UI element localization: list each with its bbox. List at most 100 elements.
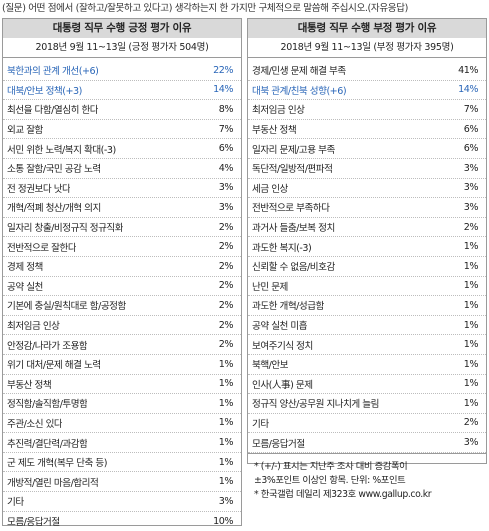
reason-row: 경제 정책 2%: [3, 257, 241, 277]
reason-label: 과도한 복지(-3): [252, 242, 312, 254]
reason-label: 부동산 정책: [7, 379, 52, 391]
reason-percent: 14%: [458, 84, 478, 96]
reason-label: 안정감/나라가 조용함: [7, 340, 88, 352]
reason-percent: 7%: [218, 123, 234, 135]
negative-reasons-list: 경제/민생 문제 해결 부족 41% 대북 관계/친북 성향(+6) 14% 최저임금 …: [248, 58, 486, 453]
reason-percent: 1%: [218, 378, 234, 390]
reason-label: 전반적으로 잘한다: [7, 242, 77, 254]
reason-label: 기본에 충실/원칙대로 함/공정함: [7, 301, 126, 313]
reason-label: 대북 관계/친북 성향(+6): [252, 85, 347, 97]
reason-percent: 41%: [458, 64, 478, 76]
reason-row: 정직함/솔직함/투명함 1%: [3, 394, 241, 414]
reason-row: 공약 실천 미흡 1%: [248, 316, 486, 336]
reason-percent: 2%: [218, 299, 234, 311]
reason-row: 위기 대처/문제 해결 노력 1%: [3, 355, 241, 375]
reason-label: 보여주기식 정치: [252, 340, 313, 352]
reason-percent: 10%: [213, 515, 233, 527]
reason-row: 신뢰할 수 없음/비호감 1%: [248, 257, 486, 277]
reason-label: 서민 위한 노력/복지 확대(-3): [7, 144, 116, 156]
negative-panel-title: 대통령 직무 수행 부정 평가 이유: [248, 19, 486, 38]
reason-label: 경제/민생 문제 해결 부족: [252, 66, 346, 78]
reason-percent: 6%: [218, 143, 234, 155]
reason-percent: 2%: [218, 241, 234, 253]
reason-percent: 7%: [463, 103, 479, 115]
reason-row: 공약 실천 2%: [3, 277, 241, 297]
reason-percent: 1%: [463, 299, 479, 311]
reason-label: 위기 대처/문제 해결 노력: [7, 360, 101, 372]
reason-label: 인사(人事) 문제: [252, 379, 313, 391]
reason-row: 세금 인상 3%: [248, 179, 486, 199]
reason-row: 정규직 양산/공무원 지나치게 늘림 1%: [248, 394, 486, 414]
reason-row: 과도한 개혁/성급함 1%: [248, 296, 486, 316]
reason-row: 주관/소신 있다 1%: [3, 414, 241, 434]
reason-row: 최선을 다함/열심히 한다 8%: [3, 100, 241, 120]
positive-reasons-panel: 대통령 직무 수행 긍정 평가 이유 2018년 9월 11~13일 (긍정 평…: [2, 18, 242, 529]
reason-percent: 1%: [463, 397, 479, 409]
reason-label: 기타: [252, 418, 269, 430]
reason-label: 독단적/일방적/편파적: [252, 164, 333, 176]
reason-row: 인사(人事) 문제 1%: [248, 375, 486, 395]
reason-percent: 8%: [218, 103, 234, 115]
reason-label: 외교 잘함: [7, 125, 43, 137]
reason-label: 군 제도 개혁(복무 단축 등): [7, 458, 107, 470]
reason-row: 소통 잘함/국민 공감 노력 4%: [3, 159, 241, 179]
reason-percent: 4%: [218, 162, 234, 174]
negative-reasons-panel: 대통령 직무 수행 부정 평가 이유 2018년 9월 11~13일 (부정 평…: [247, 18, 487, 500]
reason-percent: 2%: [218, 339, 234, 351]
reason-row: 북핵/안보 1%: [248, 355, 486, 375]
reason-label: 공약 실천: [7, 281, 43, 293]
reason-percent: 1%: [463, 319, 479, 331]
reason-label: 주관/소신 있다: [7, 418, 63, 430]
negative-panel-subtitle: 2018년 9월 11~13일 (부정 평가자 395명): [248, 38, 486, 58]
reason-percent: 1%: [218, 456, 234, 468]
reason-row: 일자리 문제/고용 부족 6%: [248, 139, 486, 159]
reason-percent: 3%: [463, 182, 479, 194]
reason-percent: 1%: [463, 378, 479, 390]
reason-row: 전 정권보다 낫다 3%: [3, 179, 241, 199]
reason-percent: 1%: [463, 260, 479, 272]
reason-percent: 3%: [218, 201, 234, 213]
reason-percent: 1%: [218, 358, 234, 370]
reason-row: 개방적/열린 마음/합리적 1%: [3, 472, 241, 493]
reason-label: 최저임금 인상: [252, 105, 305, 117]
reason-label: 세금 인상: [252, 183, 288, 195]
reason-percent: 22%: [213, 64, 233, 76]
reason-percent: 1%: [218, 397, 234, 409]
reason-percent: 1%: [218, 476, 234, 488]
reason-row: 전반적으로 잘한다 2%: [3, 237, 241, 257]
reason-label: 정직함/솔직함/투명함: [7, 399, 88, 411]
reason-row: 대북 관계/친북 성향(+6) 14%: [248, 81, 486, 101]
positive-panel-title: 대통령 직무 수행 긍정 평가 이유: [3, 19, 241, 38]
reason-row: 군 제도 개혁(복무 단축 등) 1%: [3, 453, 241, 473]
reason-row: 기본에 충실/원칙대로 함/공정함 2%: [3, 296, 241, 316]
reason-row: 경제/민생 문제 해결 부족 41%: [248, 61, 486, 81]
reason-label: 과거사 들춤/보복 정치: [252, 223, 335, 235]
reason-label: 난민 문제: [252, 281, 288, 293]
reason-percent: 3%: [218, 182, 234, 194]
reason-percent: 3%: [463, 437, 479, 449]
reason-label: 모름/응답거절: [7, 517, 60, 529]
reason-row: 기타 2%: [248, 414, 486, 434]
reason-row: 모름/응답거절 3%: [248, 433, 486, 453]
reason-row: 보여주기식 정치 1%: [248, 335, 486, 355]
footnotes: * (+/-) 표시는 지난주 조사 대비 증감폭이 ±3%포인트 이상인 항목…: [248, 452, 486, 502]
footnote-line: * (+/-) 표시는 지난주 조사 대비 증감폭이: [254, 460, 408, 472]
reason-row: 부동산 정책 1%: [3, 375, 241, 395]
footnote-line: * 한국갤럽 데일리 제323호 www.gallup.co.kr: [254, 488, 432, 500]
reason-percent: 2%: [463, 417, 479, 429]
reason-row: 서민 위한 노력/복지 확대(-3) 6%: [3, 139, 241, 159]
reason-row: 외교 잘함 7%: [3, 120, 241, 140]
reason-percent: 1%: [463, 358, 479, 370]
reason-percent: 1%: [463, 241, 479, 253]
reason-percent: 1%: [218, 437, 234, 449]
reason-label: 개혁/적폐 청산/개혁 의지: [7, 203, 101, 215]
reason-label: 북핵/안보: [252, 360, 289, 372]
reason-row: 대북/안보 정책(+3) 14%: [3, 81, 241, 101]
reason-row: 전반적으로 부족하다 3%: [248, 198, 486, 218]
reason-label: 모름/응답거절: [252, 438, 305, 450]
reason-row: 개혁/적폐 청산/개혁 의지 3%: [3, 198, 241, 218]
reason-percent: 2%: [218, 260, 234, 272]
reason-percent: 1%: [463, 280, 479, 292]
reason-label: 북한과의 관계 개선(+6): [7, 66, 99, 78]
reason-label: 신뢰할 수 없음/비호감: [252, 262, 335, 274]
